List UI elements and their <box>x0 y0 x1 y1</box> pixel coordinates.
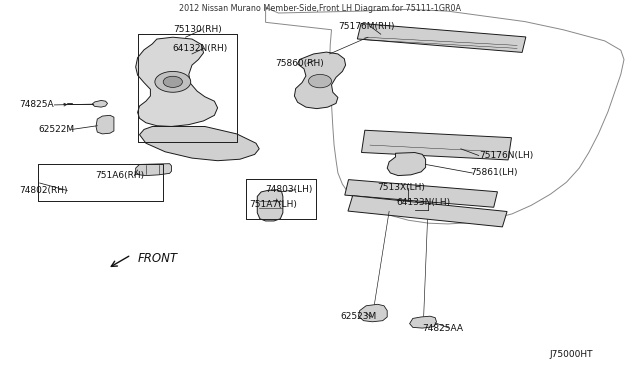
Bar <box>38 164 163 201</box>
Text: 64132N(RH): 64132N(RH) <box>173 44 228 53</box>
Text: J75000HT: J75000HT <box>549 350 593 359</box>
Text: 74825AA: 74825AA <box>422 324 463 333</box>
Polygon shape <box>140 126 259 161</box>
Bar <box>345 180 497 207</box>
Text: 75176M(RH): 75176M(RH) <box>338 22 394 31</box>
Polygon shape <box>96 115 114 134</box>
Text: 75130(RH): 75130(RH) <box>173 25 221 34</box>
Polygon shape <box>387 153 426 176</box>
Bar <box>138 34 237 142</box>
Polygon shape <box>257 190 283 221</box>
Bar <box>246 179 316 219</box>
Text: 7513X(LH): 7513X(LH) <box>378 183 426 192</box>
Text: 74825A: 74825A <box>19 100 54 109</box>
Polygon shape <box>92 100 108 107</box>
Bar <box>38 164 163 201</box>
Bar <box>362 130 511 160</box>
Circle shape <box>155 71 191 92</box>
Circle shape <box>163 76 182 87</box>
Text: 75861(LH): 75861(LH) <box>470 169 518 177</box>
Text: 62523M: 62523M <box>340 312 377 321</box>
Bar <box>138 34 237 142</box>
Circle shape <box>308 74 332 88</box>
Text: 751A7(LH): 751A7(LH) <box>250 200 298 209</box>
Polygon shape <box>410 316 436 328</box>
Text: 62522M: 62522M <box>38 125 74 134</box>
Text: 2012 Nissan Murano Member-Side,Front LH Diagram for 75111-1GR0A: 2012 Nissan Murano Member-Side,Front LH … <box>179 4 461 13</box>
Text: 74802(RH): 74802(RH) <box>19 186 68 195</box>
Text: 75176N(LH): 75176N(LH) <box>479 151 533 160</box>
Polygon shape <box>136 37 218 126</box>
Text: 64133N(LH): 64133N(LH) <box>397 198 451 207</box>
Text: FRONT: FRONT <box>138 252 178 265</box>
Bar <box>348 196 507 227</box>
Text: 751A6(RH): 751A6(RH) <box>95 171 144 180</box>
Polygon shape <box>136 164 172 176</box>
Polygon shape <box>294 52 346 109</box>
Text: 75860(RH): 75860(RH) <box>275 59 324 68</box>
Polygon shape <box>358 304 387 322</box>
Bar <box>357 23 526 52</box>
Text: 74803(LH): 74803(LH) <box>266 185 313 194</box>
Bar <box>246 179 316 219</box>
